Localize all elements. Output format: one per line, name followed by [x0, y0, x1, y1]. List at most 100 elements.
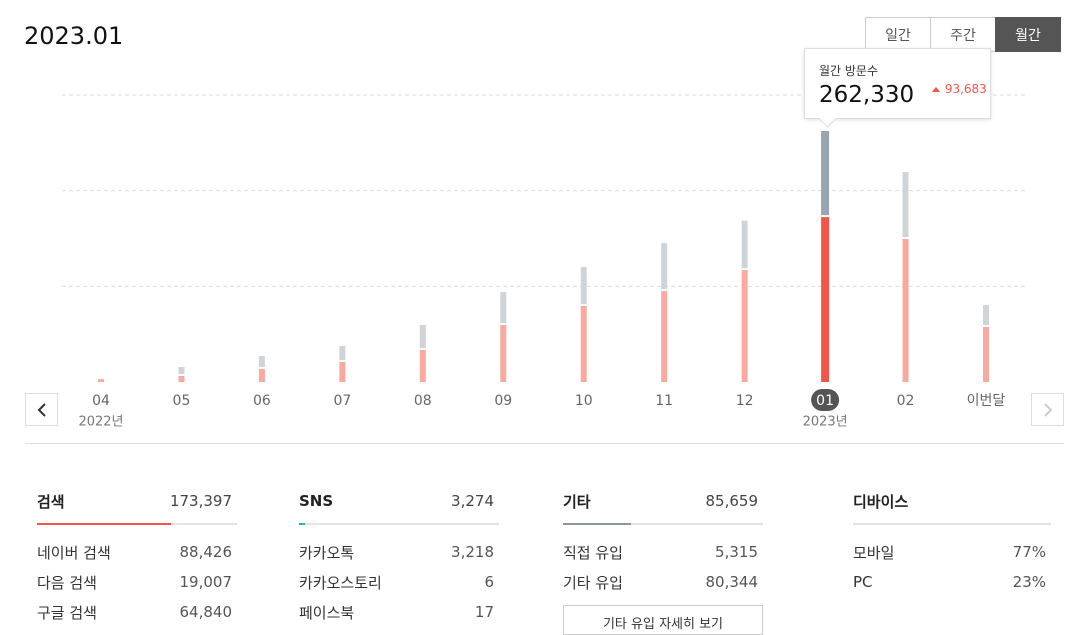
- tooltip-title: 월간 방문수: [819, 64, 879, 78]
- section-total: 173,397: [169, 492, 232, 510]
- section-underline: [563, 523, 763, 525]
- underline-fill: [37, 523, 171, 525]
- row-value: 23%: [1012, 573, 1046, 591]
- x-tick-label: 10: [575, 393, 593, 409]
- row-label: 카카오톡: [299, 543, 355, 562]
- section-header: 기타 85,659: [563, 488, 763, 514]
- prev-button[interactable]: [25, 393, 58, 426]
- stat-row: 모바일 77%: [853, 537, 1051, 567]
- bar-segment: [339, 360, 346, 382]
- x-tick-label: 04: [92, 393, 110, 409]
- bar-segment: [339, 345, 346, 361]
- change-value: 93,683: [944, 82, 987, 96]
- section-underline: [37, 523, 237, 525]
- section-title: 기타: [563, 492, 591, 511]
- bar-segment: [419, 348, 426, 382]
- row-value: 80,344: [705, 573, 759, 591]
- stat-row: 기타 유입 80,344: [563, 567, 763, 597]
- section-title: SNS: [299, 492, 334, 510]
- x-tick-label: 12: [736, 393, 754, 409]
- chart: 04 2022년 05 06 07 08 09 10 11 12 01 2023년 02 이번달: [62, 94, 1025, 430]
- bar-segment: [580, 304, 587, 382]
- x-tick-label: 06: [253, 393, 271, 409]
- row-label: 기타 유입: [563, 573, 623, 592]
- row-label: 페이스북: [299, 603, 355, 622]
- section-header: SNS 3,274: [299, 488, 499, 514]
- bar-segment: [741, 269, 748, 382]
- section-rows: 카카오톡 3,218 카카오스토리 6 페이스북 17: [299, 537, 499, 627]
- bar-segment: [821, 216, 830, 382]
- bar-segment: [580, 267, 587, 305]
- stat-section: 검색 173,397 네이버 검색 88,426 다음 검색 19,007 구글 검색 64,…: [37, 488, 237, 627]
- x-tick-label: 05: [173, 393, 191, 409]
- x-tick-label: 01: [816, 393, 834, 409]
- tooltip: 월간 방문수 262,330 93,683: [804, 48, 991, 128]
- stat-row: 구글 검색 64,840: [37, 597, 237, 627]
- stat-row: 카카오스토리 6: [299, 567, 499, 597]
- selected-pill: [811, 389, 840, 411]
- tooltip-change: 93,683: [931, 82, 987, 96]
- section-total: 3,274: [451, 492, 494, 510]
- bar-segment: [741, 220, 748, 270]
- prev-icon: [37, 403, 46, 417]
- row-label: 다음 검색: [37, 573, 97, 592]
- row-value: 64,840: [179, 603, 233, 621]
- tab[interactable]: 일간: [865, 17, 931, 52]
- section-title: 검색: [37, 492, 65, 511]
- bar-segment: [500, 324, 507, 382]
- bar-segment: [98, 379, 104, 382]
- stat-row: 카카오톡 3,218: [299, 537, 499, 567]
- section-underline: [853, 523, 1051, 525]
- section-header: 검색 173,397: [37, 488, 237, 514]
- bar-segment: [419, 324, 426, 349]
- stat-row: 페이스북 17: [299, 597, 499, 627]
- up-icon: [932, 87, 940, 92]
- detail-button[interactable]: 기타 유입 자세히 보기: [563, 605, 763, 635]
- stat-row: 다음 검색 19,007: [37, 567, 237, 597]
- row-label: 모바일: [853, 543, 895, 562]
- row-label: 직접 유입: [563, 543, 623, 562]
- section-header: 디바이스: [853, 488, 1051, 514]
- bar-segment: [983, 326, 989, 382]
- row-value: 19,007: [179, 573, 233, 591]
- row-value: 17: [474, 603, 494, 621]
- row-label: 카카오스토리: [299, 573, 382, 592]
- bar-segment: [983, 305, 989, 327]
- bar-segment: [500, 292, 507, 325]
- bar-segment: [661, 243, 668, 291]
- bar-segment: [258, 356, 265, 369]
- x-tick-label: 09: [494, 393, 512, 409]
- row-label: 네이버 검색: [37, 543, 111, 562]
- bar-segment: [258, 368, 265, 382]
- bar-segment: [661, 290, 668, 382]
- x-tick-label: 이번달: [967, 393, 1006, 409]
- tooltip-value: 262,330: [819, 82, 915, 108]
- row-label: 구글 검색: [37, 603, 97, 622]
- row-label: PC: [853, 573, 873, 591]
- next-icon: [1044, 403, 1053, 417]
- section-title: 디바이스: [853, 492, 909, 511]
- year-label: 2023년: [803, 415, 848, 430]
- x-tick-label: 07: [333, 393, 351, 409]
- row-value: 88,426: [179, 543, 233, 561]
- stat-row: 네이버 검색 88,426: [37, 537, 237, 567]
- section-rows: 모바일 77% PC 23%: [853, 537, 1051, 597]
- divider: [25, 443, 1064, 444]
- bar-segment: [178, 366, 185, 376]
- bar-segment: [902, 172, 909, 239]
- stat-section: 기타 85,659 직접 유입 5,315 기타 유입 80,344 기타 유입 자세히 보…: [563, 488, 763, 635]
- section-rows: 네이버 검색 88,426 다음 검색 19,007 구글 검색 64,840: [37, 537, 237, 627]
- section-rows: 직접 유입 5,315 기타 유입 80,344: [563, 537, 763, 597]
- tab[interactable]: 월간: [995, 17, 1061, 52]
- bar-segment: [821, 131, 830, 217]
- section-total: 85,659: [705, 492, 759, 510]
- next-button[interactable]: [1031, 393, 1064, 426]
- x-tick-label: 11: [655, 393, 673, 409]
- row-value: 6: [484, 573, 494, 591]
- section-underline: [299, 523, 499, 525]
- stat-row: 직접 유입 5,315: [563, 537, 763, 567]
- bar-segment: [902, 238, 909, 382]
- underline-fill: [563, 523, 631, 525]
